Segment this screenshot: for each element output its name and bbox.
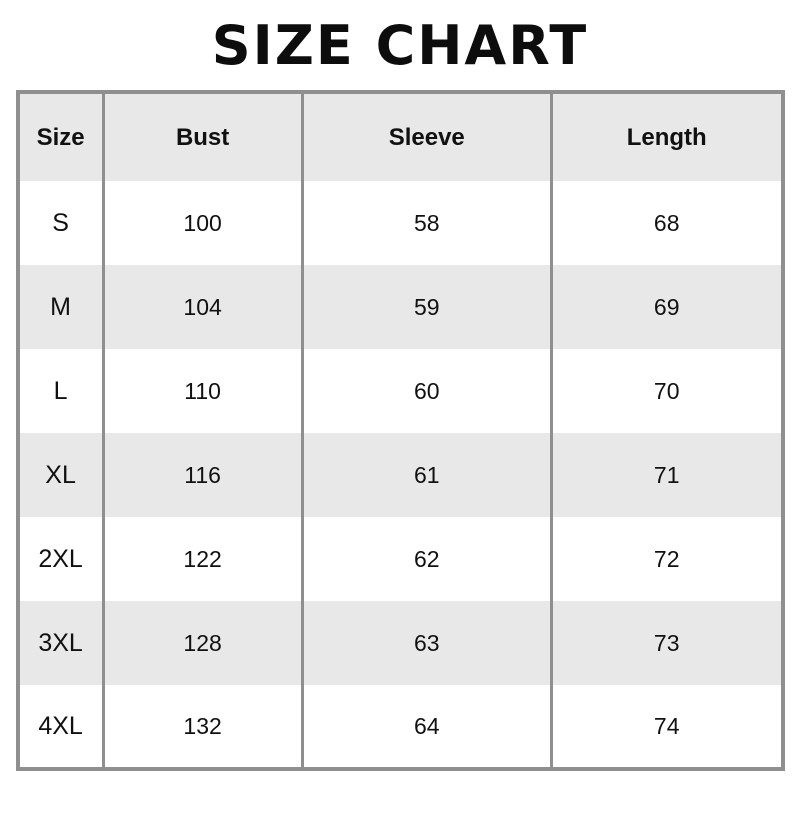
table-row: 4XL 132 64 74 [16, 685, 785, 770]
size-cell: S [16, 181, 105, 266]
bust-cell: 104 [101, 265, 304, 350]
length-cell: 73 [549, 601, 785, 686]
table-row: XL 116 61 71 [16, 433, 785, 518]
column-header-bust: Bust [101, 92, 304, 182]
length-cell: 70 [549, 349, 785, 434]
sleeve-cell: 59 [300, 265, 553, 350]
length-cell: 72 [549, 517, 785, 602]
table-row: 3XL 128 63 73 [16, 601, 785, 686]
size-cell: M [16, 265, 105, 350]
size-cell: XL [16, 433, 105, 518]
size-cell: 3XL [16, 601, 105, 686]
length-cell: 71 [549, 433, 785, 518]
length-cell: 74 [549, 685, 785, 770]
sleeve-cell: 62 [300, 517, 553, 602]
sleeve-cell: 63 [300, 601, 553, 686]
size-chart-table: Size Bust Sleeve Length S 100 58 68 M 104 59 69… [15, 90, 785, 772]
page-title: SIZE CHART [211, 14, 589, 77]
size-cell: 2XL [16, 517, 105, 602]
sleeve-cell: 58 [300, 181, 553, 266]
length-cell: 69 [549, 265, 785, 350]
column-header-sleeve: Sleeve [300, 92, 553, 182]
sleeve-cell: 64 [300, 685, 553, 770]
sleeve-cell: 60 [300, 349, 553, 434]
size-chart-table-container: Size Bust Sleeve Length S 100 58 68 M 104 59 69… [15, 90, 785, 772]
table-row: S 100 58 68 [16, 181, 785, 266]
table-row: M 104 59 69 [16, 265, 785, 350]
bust-cell: 122 [101, 517, 304, 602]
table-header: Size Bust Sleeve Length [16, 92, 785, 182]
column-header-size: Size [16, 92, 105, 182]
bust-cell: 110 [101, 349, 304, 434]
bust-cell: 128 [101, 601, 304, 686]
table-header-row: Size Bust Sleeve Length [16, 92, 785, 182]
table-row: 2XL 122 62 72 [16, 517, 785, 602]
size-table-body: S 100 58 68 M 104 59 69 L 110 60 70 XL 116 61 71 2XL 122 6… [16, 181, 785, 770]
bust-cell: 116 [101, 433, 304, 518]
bust-cell: 132 [101, 685, 304, 770]
bust-cell: 100 [101, 181, 304, 266]
size-cell: L [16, 349, 105, 434]
size-cell: 4XL [16, 685, 105, 770]
table-row: L 110 60 70 [16, 349, 785, 434]
length-cell: 68 [549, 181, 785, 266]
column-header-length: Length [549, 92, 785, 182]
sleeve-cell: 61 [300, 433, 553, 518]
